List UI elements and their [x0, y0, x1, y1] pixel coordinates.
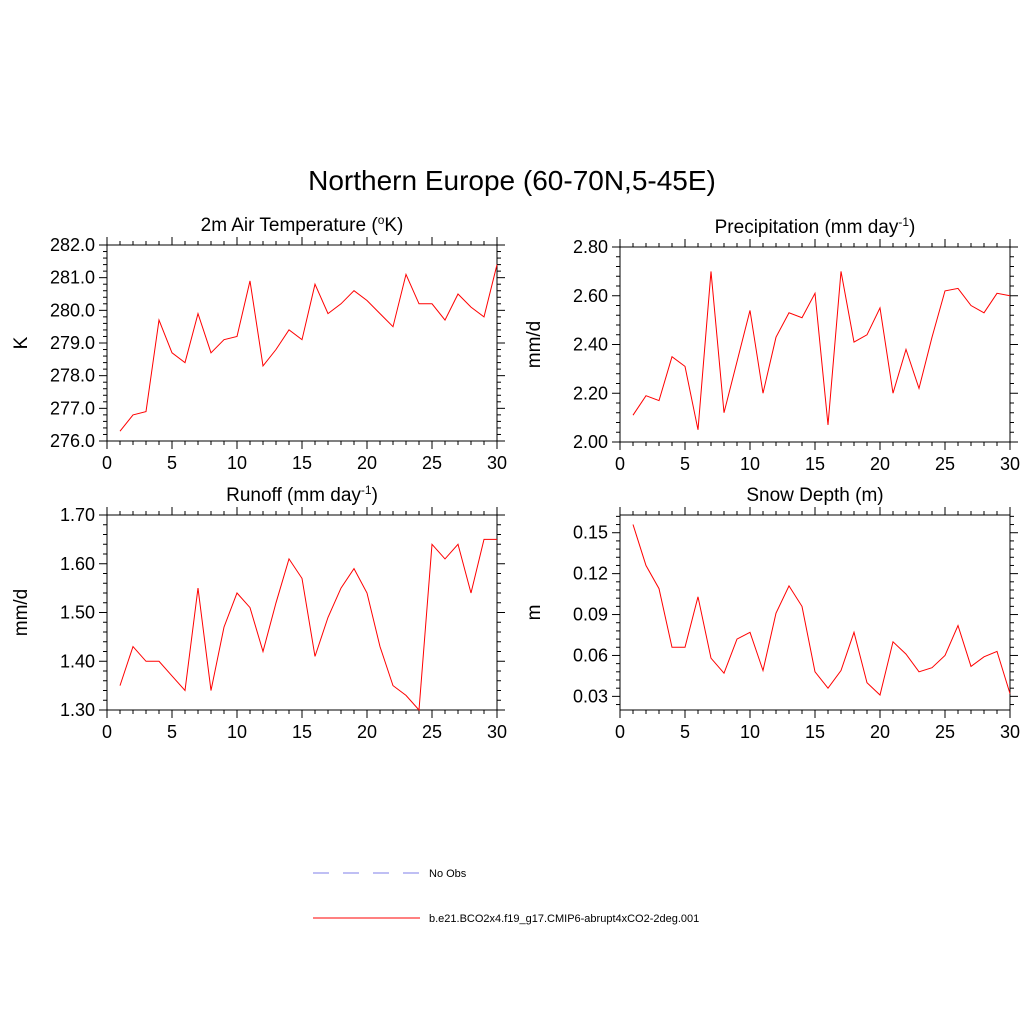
x-tick-label: 15	[805, 454, 825, 474]
y-tick-label: 1.30	[60, 700, 95, 720]
plot-frame	[619, 246, 1011, 443]
x-tick-label: 25	[422, 722, 442, 742]
chart-panel: 0 5 10 15 20 25 30 2.00 2.20 2.40 2.60 2.80 mm/d Prec…	[524, 215, 1020, 474]
y-tick-label: 277.0	[50, 398, 95, 418]
x-tick-label: 10	[740, 722, 760, 742]
series-line	[632, 524, 1011, 696]
chart-panel: 0 5 10 15 20 25 30 0.03 0.06 0.09 0.12 0.15 m Snow De…	[524, 485, 1020, 742]
y-tick-label: 2.20	[573, 383, 608, 403]
y-axis-label: m	[524, 605, 545, 621]
y-tick-label: 0.15	[573, 523, 608, 543]
y-tick-label: 2.00	[573, 432, 608, 452]
panel-title: 2m Air Temperature (oK)	[201, 213, 404, 236]
plot-frame	[106, 514, 498, 711]
x-tick-label: 20	[870, 722, 890, 742]
x-tick-label: 30	[1000, 454, 1020, 474]
y-tick-label: 1.50	[60, 603, 95, 623]
plot-frame	[106, 244, 498, 442]
panel-title: Precipitation (mm day-1)	[715, 215, 916, 238]
panel-title-main: 2m Air Temperature (	[201, 215, 379, 236]
x-tick-label: 25	[422, 453, 442, 473]
y-tick-label: 0.12	[573, 564, 608, 584]
y-tick-label: 0.03	[573, 686, 608, 706]
x-tick-label: 15	[292, 722, 312, 742]
panel-title: Runoff (mm day-1)	[226, 483, 378, 506]
series-line	[119, 264, 498, 432]
x-tick-label: 5	[167, 722, 177, 742]
legend-obs-label: No Obs	[429, 868, 467, 880]
y-tick-label: 280.0	[50, 300, 95, 320]
x-tick-label: 10	[227, 453, 247, 473]
panel-title-main: Snow Depth (m)	[746, 485, 883, 506]
y-tick-label: 0.09	[573, 605, 608, 625]
x-tick-label: 10	[227, 722, 247, 742]
y-axis-label: mm/d	[524, 321, 545, 369]
y-tick-label: 279.0	[50, 333, 95, 353]
panels: 0 5 10 15 20 25 30 276.0 277.0 278.0 279.0 280.0 281…	[11, 213, 1020, 742]
x-tick-label: 5	[167, 453, 177, 473]
figure-title: Northern Europe (60-70N,5-45E)	[308, 165, 716, 196]
y-tick-label: 276.0	[50, 431, 95, 451]
panel-title: Snow Depth (m)	[746, 485, 883, 506]
legend-model-label: b.e21.BCO2x4.f19_g17.CMIP6-abrupt4xCO2-2…	[429, 913, 699, 925]
series-line	[632, 271, 1011, 430]
x-tick-label: 20	[357, 722, 377, 742]
y-tick-label: 2.40	[573, 335, 608, 355]
x-tick-label: 5	[680, 454, 690, 474]
x-tick-label: 20	[870, 454, 890, 474]
y-tick-label: 2.60	[573, 286, 608, 306]
panel-title-end: K)	[384, 215, 403, 236]
y-tick-label: 1.70	[60, 505, 95, 525]
y-tick-label: 1.60	[60, 554, 95, 574]
x-tick-label: 5	[680, 722, 690, 742]
y-tick-label: 278.0	[50, 366, 95, 386]
y-tick-label: 2.80	[573, 237, 608, 257]
panel-title-end: )	[372, 485, 378, 506]
x-tick-label: 20	[357, 453, 377, 473]
y-axis-label: K	[11, 336, 32, 349]
x-tick-label: 0	[102, 722, 112, 742]
panel-title-main: Runoff (mm day	[226, 485, 361, 506]
chart-panel: 0 5 10 15 20 25 30 276.0 277.0 278.0 279.0 280.0 281…	[11, 213, 507, 473]
plot-frame	[619, 514, 1011, 711]
panel-title-main: Precipitation (mm day	[715, 217, 899, 238]
y-tick-label: 0.06	[573, 645, 608, 665]
x-tick-label: 0	[615, 454, 625, 474]
x-tick-label: 25	[935, 722, 955, 742]
panel-title-sup: o	[378, 213, 385, 227]
x-tick-label: 30	[487, 722, 507, 742]
x-tick-label: 25	[935, 454, 955, 474]
panel-title-sup: -1	[898, 215, 909, 229]
y-tick-label: 282.0	[50, 235, 95, 255]
x-tick-label: 15	[292, 453, 312, 473]
legend: No Obs b.e21.BCO2x4.f19_g17.CMIP6-abrupt…	[313, 868, 699, 925]
panel-title-sup: -1	[361, 483, 372, 497]
y-axis-label: mm/d	[11, 589, 32, 637]
x-tick-label: 30	[487, 453, 507, 473]
x-tick-label: 0	[102, 453, 112, 473]
x-tick-label: 0	[615, 722, 625, 742]
y-tick-label: 281.0	[50, 268, 95, 288]
x-tick-label: 15	[805, 722, 825, 742]
chart-panel: 0 5 10 15 20 25 30 1.30 1.40 1.50 1.60 1.70 mm/d Runo…	[11, 483, 507, 742]
panel-title-end: )	[909, 217, 915, 238]
y-tick-label: 1.40	[60, 651, 95, 671]
series-line	[119, 538, 497, 712]
x-tick-label: 10	[740, 454, 760, 474]
x-tick-label: 30	[1000, 722, 1020, 742]
